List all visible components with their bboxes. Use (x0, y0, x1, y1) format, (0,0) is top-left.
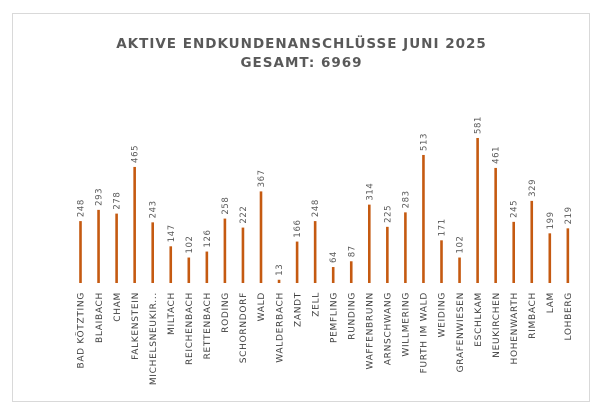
category-label-19: FURTH IM WALD (420, 292, 430, 373)
category-label-17: ARNSCHWANG (384, 292, 394, 365)
chart-title: AKTIVE ENDKUNDENANSCHLÜSSE JUNI 2025 (116, 36, 487, 52)
category-label-1: BLAIBACH (95, 292, 105, 343)
category-label-22: ESCHLKAM (474, 292, 484, 347)
value-label-18: 283 (401, 190, 411, 208)
value-label-16: 314 (365, 183, 375, 201)
bar-0 (79, 221, 82, 283)
value-label-12: 166 (293, 220, 303, 238)
bar-6 (187, 257, 191, 283)
value-label-27: 219 (564, 206, 574, 224)
category-label-16: WAFFENBRUNN (366, 292, 376, 370)
bar-12 (295, 241, 299, 283)
category-label-0: BAD KÖTZTING (76, 292, 87, 369)
value-label-3: 465 (131, 145, 141, 163)
category-label-24: HOHENWARTH (510, 292, 520, 364)
bar-20 (440, 240, 443, 283)
category-label-11: WALDERBACH (275, 292, 285, 363)
bar-1 (97, 209, 100, 283)
value-label-20: 171 (438, 218, 448, 236)
bar-4 (151, 222, 154, 283)
category-label-10: WALD (257, 292, 267, 321)
category-label-9: SCHORNDORF (239, 292, 249, 363)
bar-2 (115, 213, 118, 283)
category-label-21: GRAFENWIESEN (456, 292, 466, 372)
value-label-24: 245 (510, 200, 520, 218)
value-label-11: 13 (275, 264, 285, 276)
value-label-17: 225 (383, 205, 393, 223)
value-label-15: 87 (347, 245, 357, 257)
value-label-23: 461 (492, 146, 502, 164)
value-label-6: 102 (185, 236, 195, 254)
category-label-7: RETTENBACH (203, 292, 213, 359)
value-label-7: 126 (203, 230, 213, 248)
bar-21 (458, 257, 461, 283)
value-label-19: 513 (419, 133, 429, 151)
bar-15 (349, 261, 353, 283)
category-label-12: ZANDT (293, 292, 303, 327)
category-label-2: CHAM (113, 292, 123, 322)
bar-5 (169, 246, 173, 283)
value-label-21: 102 (456, 236, 466, 254)
bar-8 (223, 218, 227, 283)
bar-10 (259, 191, 263, 283)
value-label-22: 581 (474, 116, 484, 134)
bar-14 (331, 267, 335, 283)
bar-9 (241, 227, 245, 283)
category-label-8: RODING (221, 292, 231, 333)
chart-subtitle: GESAMT: 6969 (240, 55, 363, 71)
bar-23 (494, 167, 497, 283)
category-label-13: ZELL (311, 292, 321, 317)
category-label-25: RIMBACH (528, 292, 538, 339)
value-label-13: 248 (311, 199, 321, 217)
value-label-10: 367 (257, 169, 267, 187)
bar-22 (476, 137, 479, 283)
category-label-14: PEMFLING (329, 292, 339, 343)
value-label-0: 248 (77, 199, 87, 217)
value-label-9: 222 (239, 206, 249, 224)
bar-17 (386, 226, 389, 283)
value-label-26: 199 (546, 211, 556, 229)
category-label-15: RUNDING (347, 292, 357, 340)
bar-26 (548, 233, 552, 283)
value-label-4: 243 (149, 200, 159, 218)
category-label-6: REICHENBACH (185, 292, 195, 365)
value-label-8: 258 (221, 197, 231, 215)
category-label-27: LOHBERG (564, 292, 574, 341)
value-label-5: 147 (167, 224, 177, 242)
category-label-20: WEIDING (438, 292, 448, 337)
category-label-18: WILLMERING (402, 292, 412, 357)
bar-7 (205, 251, 209, 283)
value-label-14: 64 (329, 251, 339, 263)
bar-18 (404, 212, 407, 283)
value-label-25: 329 (528, 179, 538, 197)
category-label-4: MICHELSNEUKIR... (149, 292, 159, 385)
bar-24 (512, 221, 515, 283)
category-label-5: MILTACH (167, 292, 177, 335)
category-label-26: LAM (546, 292, 556, 313)
bar-25 (530, 200, 534, 283)
bar-13 (313, 221, 317, 283)
bar-3 (133, 166, 136, 283)
chart-frame (12, 13, 590, 402)
value-label-2: 278 (113, 192, 123, 210)
bar-19 (422, 154, 425, 283)
bar-27 (566, 228, 570, 283)
category-label-3: FALKENSTEIN (131, 292, 141, 360)
bar-16 (368, 204, 371, 283)
bar-11 (277, 279, 281, 283)
category-label-23: NEUKIRCHEN (492, 292, 502, 358)
value-label-1: 293 (95, 188, 105, 206)
